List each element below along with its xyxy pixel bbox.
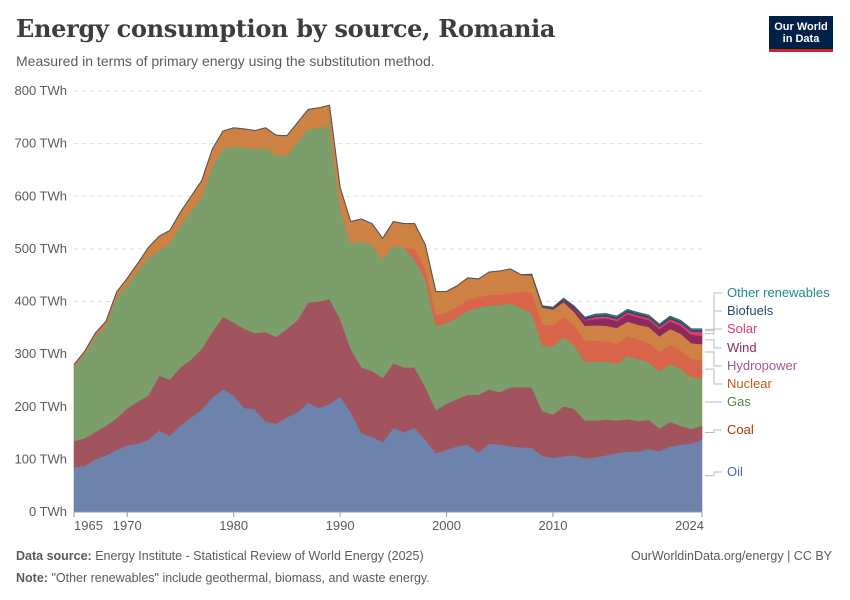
legend-label-biofuels[interactable]: Biofuels: [727, 303, 774, 318]
legend-label-wind[interactable]: Wind: [727, 340, 757, 355]
legend-label-hydropower[interactable]: Hydropower: [727, 358, 798, 373]
y-tick-label: 600 TWh: [14, 188, 67, 203]
legend-label-nuclear[interactable]: Nuclear: [727, 376, 772, 391]
x-tick-label: 2000: [432, 518, 461, 533]
chart-note: Note: "Other renewables" include geother…: [16, 571, 430, 585]
x-tick-label: 2024: [675, 518, 704, 533]
data-source: Data source: Energy Institute - Statisti…: [16, 549, 424, 563]
legend-connector: [705, 429, 722, 433]
legend-connector: [705, 368, 722, 385]
y-tick-label: 800 TWh: [14, 83, 67, 98]
logo-line-1: Our World: [774, 21, 828, 33]
y-tick-label: 0 TWh: [29, 504, 67, 519]
owid-logo[interactable]: Our World in Data: [769, 16, 833, 52]
y-tick-label: 100 TWh: [14, 451, 67, 466]
legend-connector: [705, 310, 722, 332]
y-tick-label: 700 TWh: [14, 136, 67, 151]
x-tick-label: 1970: [113, 518, 142, 533]
note-label: Note:: [16, 571, 48, 585]
y-tick-label: 300 TWh: [14, 346, 67, 361]
source-text[interactable]: Energy Institute - Statistical Review of…: [95, 549, 424, 563]
legend-label-oil[interactable]: Oil: [727, 464, 743, 479]
x-tick-label: 2010: [539, 518, 568, 533]
x-tick-label: 1990: [326, 518, 355, 533]
logo-line-2: in Data: [782, 33, 820, 45]
y-tick-label: 400 TWh: [14, 294, 67, 309]
chart-title: Energy consumption by source, Romania: [16, 14, 556, 43]
total-outline: [73, 104, 702, 365]
legend-connector: [705, 328, 722, 335]
legend-label-solar[interactable]: Solar: [727, 321, 758, 336]
note-text: "Other renewables" include geothermal, b…: [51, 571, 430, 585]
legend-connector: [705, 339, 722, 349]
legend-label-other-renewables[interactable]: Other renewables: [727, 285, 830, 300]
source-label: Data source:: [16, 549, 92, 563]
legend-connector: [705, 471, 722, 477]
legend-label-coal[interactable]: Coal: [727, 422, 754, 437]
x-tick-label: 1965: [74, 518, 103, 533]
y-tick-label: 200 TWh: [14, 399, 67, 414]
legend-label-gas[interactable]: Gas: [727, 394, 751, 409]
source-url[interactable]: OurWorldinData.org/energy | CC BY: [630, 549, 832, 563]
x-tick-label: 1980: [219, 518, 248, 533]
y-tick-label: 500 TWh: [14, 241, 67, 256]
legend-connector: [705, 351, 722, 367]
chart-subtitle: Measured in terms of primary energy usin…: [16, 53, 435, 69]
